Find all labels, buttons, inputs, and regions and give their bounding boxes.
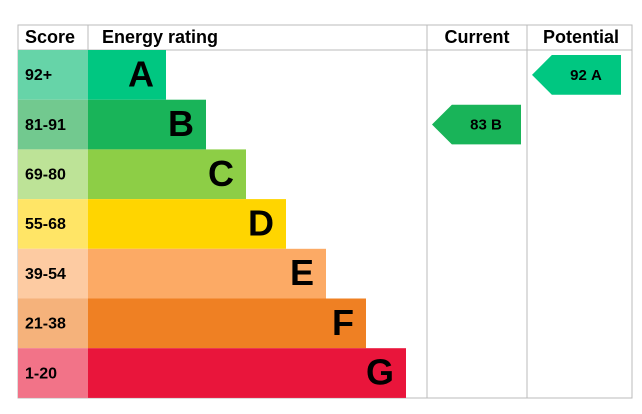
header-potential: Potential: [543, 27, 619, 47]
score-label: 55-68: [25, 216, 66, 233]
score-label: 69-80: [25, 166, 66, 183]
score-label: 81-91: [25, 117, 66, 134]
score-cell: [18, 248, 88, 299]
score-cell: [18, 50, 88, 100]
rating-letter: B: [168, 103, 194, 144]
potential-arrow: [532, 55, 621, 95]
rating-bar: [88, 50, 166, 100]
score-label: 1-20: [25, 365, 57, 382]
score-label: 39-54: [25, 266, 66, 283]
score-cell: [18, 99, 88, 150]
current-label: 83 B: [470, 117, 502, 134]
rating-letter: C: [208, 153, 234, 194]
rating-letter: D: [248, 202, 274, 243]
rating-bar: [88, 199, 286, 249]
score-label: 21-38: [25, 316, 66, 333]
current-value: 83: [470, 117, 487, 134]
rating-bar: [88, 99, 206, 150]
score-label: 92+: [25, 67, 52, 84]
rating-letter: E: [290, 252, 314, 293]
rating-bar: [88, 298, 366, 349]
potential-letter: A: [591, 67, 602, 84]
rating-bar: [88, 348, 406, 398]
header-rating: Energy rating: [102, 27, 218, 47]
potential-label: 92 A: [570, 67, 602, 84]
rating-letter: A: [128, 53, 154, 94]
rating-bar: [88, 248, 326, 299]
rating-letter: F: [332, 302, 354, 343]
score-cell: [18, 149, 88, 200]
current-letter: B: [491, 117, 502, 134]
current-arrow: [432, 104, 521, 145]
rating-letter: G: [366, 352, 394, 393]
score-cell: [18, 348, 88, 398]
score-cell: [18, 298, 88, 349]
rating-bar: [88, 149, 246, 200]
potential-value: 92: [570, 67, 587, 84]
score-cell: [18, 199, 88, 249]
header-current: Current: [444, 27, 509, 47]
header-score: Score: [25, 27, 75, 47]
